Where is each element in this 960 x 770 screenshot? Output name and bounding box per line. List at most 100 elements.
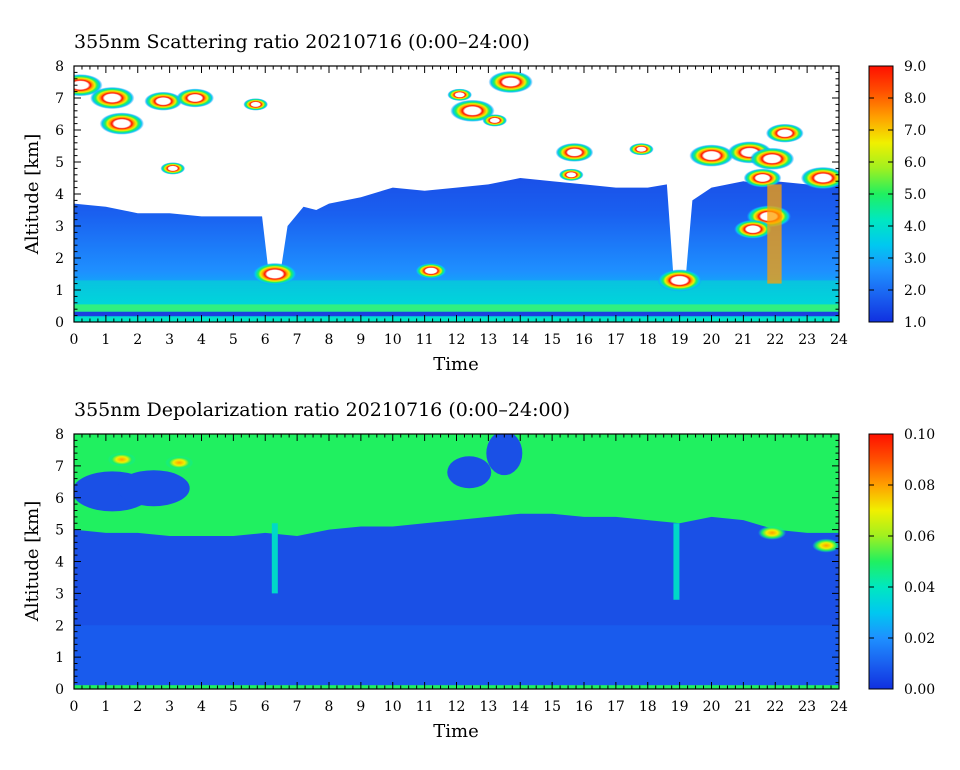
scattering-x-ticks: 0 1 2 3 4 5 6 7 8 9 10 11 12 13 14 15 16 17 18 19 20 21 22 23 24 — [70, 66, 848, 348]
depolarization-hotspot — [165, 455, 194, 470]
cloud-patch — [252, 262, 298, 286]
x-tick-label: 16 — [575, 332, 593, 348]
cloud-patch — [488, 70, 533, 94]
cloud-patch — [243, 98, 268, 111]
depolarization-hotspot — [107, 452, 136, 467]
colorbar-tick-label: 0.04 — [904, 580, 935, 596]
x-tick-label: 15 — [543, 699, 561, 715]
y-tick-label: 4 — [55, 555, 64, 571]
depolarization-title: 355nm Depolarization ratio 20210716 (0:0… — [74, 399, 570, 421]
x-tick-label: 8 — [325, 332, 334, 348]
cloud-patch — [90, 86, 135, 110]
x-tick-label: 4 — [197, 699, 206, 715]
x-tick-label: 14 — [511, 332, 529, 348]
x-tick-label: 12 — [448, 332, 466, 348]
scattering-xlabel: Time — [433, 354, 478, 375]
colorbar-tick-label: 0.08 — [904, 478, 935, 494]
cloud-patch — [657, 269, 702, 292]
x-tick-label: 17 — [607, 699, 625, 715]
cloud-patch — [450, 99, 495, 122]
colorbar-tick-label: 7.0 — [904, 123, 926, 139]
y-tick-label: 0 — [55, 315, 64, 331]
surface-band — [74, 311, 839, 317]
colorbar-tick-label: 2.0 — [904, 283, 926, 299]
cloud-patch — [743, 168, 782, 188]
colorbar-tick-label: 1.0 — [904, 315, 926, 331]
y-tick-label: 8 — [55, 59, 64, 75]
vertical-streak — [271, 523, 278, 594]
y-tick-label: 5 — [55, 155, 64, 171]
x-tick-label: 22 — [766, 332, 784, 348]
y-tick-label: 6 — [55, 491, 64, 507]
x-tick-label: 12 — [448, 699, 466, 715]
vertical-streak — [673, 523, 680, 600]
cloud-pocket — [486, 434, 523, 476]
depolarization-colorbar-ticks: 0.00 0.02 0.04 0.06 0.08 0.10 — [869, 427, 935, 698]
colorbar-tick-label: 0.00 — [904, 682, 935, 698]
depolarization-ylabel: Altitude [km] — [22, 501, 43, 623]
cloud-patch — [800, 166, 839, 190]
x-tick-label: 11 — [416, 699, 434, 715]
aerosol-plume — [767, 184, 782, 284]
y-tick-label: 4 — [55, 187, 64, 203]
x-tick-label: 21 — [734, 332, 752, 348]
x-tick-label: 7 — [293, 699, 302, 715]
y-tick-label: 1 — [55, 283, 64, 299]
scattering-plot-area — [74, 66, 839, 322]
cloud-patch — [176, 88, 215, 108]
colorbar-tick-label: 5.0 — [904, 187, 926, 203]
scattering-y-ticks: 0 1 2 3 4 5 6 7 8 — [55, 59, 839, 331]
colorbar-tick-label: 9.0 — [904, 59, 926, 75]
y-tick-label: 2 — [55, 618, 64, 634]
x-tick-label: 0 — [70, 699, 79, 715]
y-tick-label: 3 — [55, 219, 64, 235]
x-tick-label: 4 — [197, 332, 206, 348]
x-tick-label: 14 — [511, 699, 529, 715]
cloud-patch — [160, 162, 186, 175]
depolarization-x-ticks: 0 1 2 3 4 5 6 7 8 9 10 11 12 13 14 15 16 17 18 19 20 21 22 23 24 — [70, 434, 848, 715]
cloud-pocket — [117, 470, 190, 507]
aerosol-band-lower — [74, 304, 839, 312]
cloud-patch — [558, 168, 584, 181]
scattering-ratio-panel: 355nm Scattering ratio 20210716 (0:00–24… — [22, 31, 926, 375]
cloud-patch — [689, 144, 734, 167]
lower-layer — [74, 625, 839, 686]
cloud-patch — [482, 114, 508, 127]
x-tick-label: 10 — [384, 332, 402, 348]
colorbar-tick-label: 0.10 — [904, 427, 935, 443]
x-tick-label: 20 — [703, 699, 721, 715]
depolarization-hotspot — [758, 525, 787, 540]
depolarization-hotspot — [812, 538, 839, 553]
x-tick-label: 5 — [229, 332, 238, 348]
x-tick-label: 22 — [766, 699, 784, 715]
x-tick-label: 19 — [671, 332, 689, 348]
cloud-patch — [555, 142, 594, 162]
x-tick-label: 15 — [543, 332, 561, 348]
x-tick-label: 18 — [639, 332, 657, 348]
cloud-patch — [734, 219, 772, 239]
depolarization-colorbar — [868, 433, 894, 690]
x-tick-label: 24 — [830, 699, 848, 715]
depolarization-y-ticks: 0 1 2 3 4 5 6 7 8 — [55, 427, 839, 698]
y-tick-label: 8 — [55, 427, 64, 443]
x-tick-label: 6 — [261, 332, 270, 348]
x-tick-label: 1 — [101, 332, 110, 348]
x-tick-label: 16 — [575, 699, 593, 715]
x-tick-label: 19 — [671, 699, 689, 715]
y-tick-label: 5 — [55, 523, 64, 539]
y-tick-label: 1 — [55, 650, 64, 666]
depolarization-xlabel: Time — [433, 721, 478, 742]
x-tick-label: 24 — [830, 332, 848, 348]
cloud-patch — [629, 143, 654, 156]
x-tick-label: 18 — [639, 699, 657, 715]
colorbar-tick-label: 0.06 — [904, 529, 935, 545]
x-tick-label: 0 — [70, 332, 79, 348]
x-tick-label: 23 — [798, 332, 816, 348]
cloud-patch — [144, 91, 183, 111]
colorbar-tick-label: 0.02 — [904, 631, 935, 647]
depolarization-plot-area — [74, 434, 839, 689]
cloud-patch — [415, 263, 447, 279]
x-tick-label: 9 — [356, 332, 365, 348]
depolarization-ratio-panel: 355nm Depolarization ratio 20210716 (0:0… — [22, 399, 935, 742]
